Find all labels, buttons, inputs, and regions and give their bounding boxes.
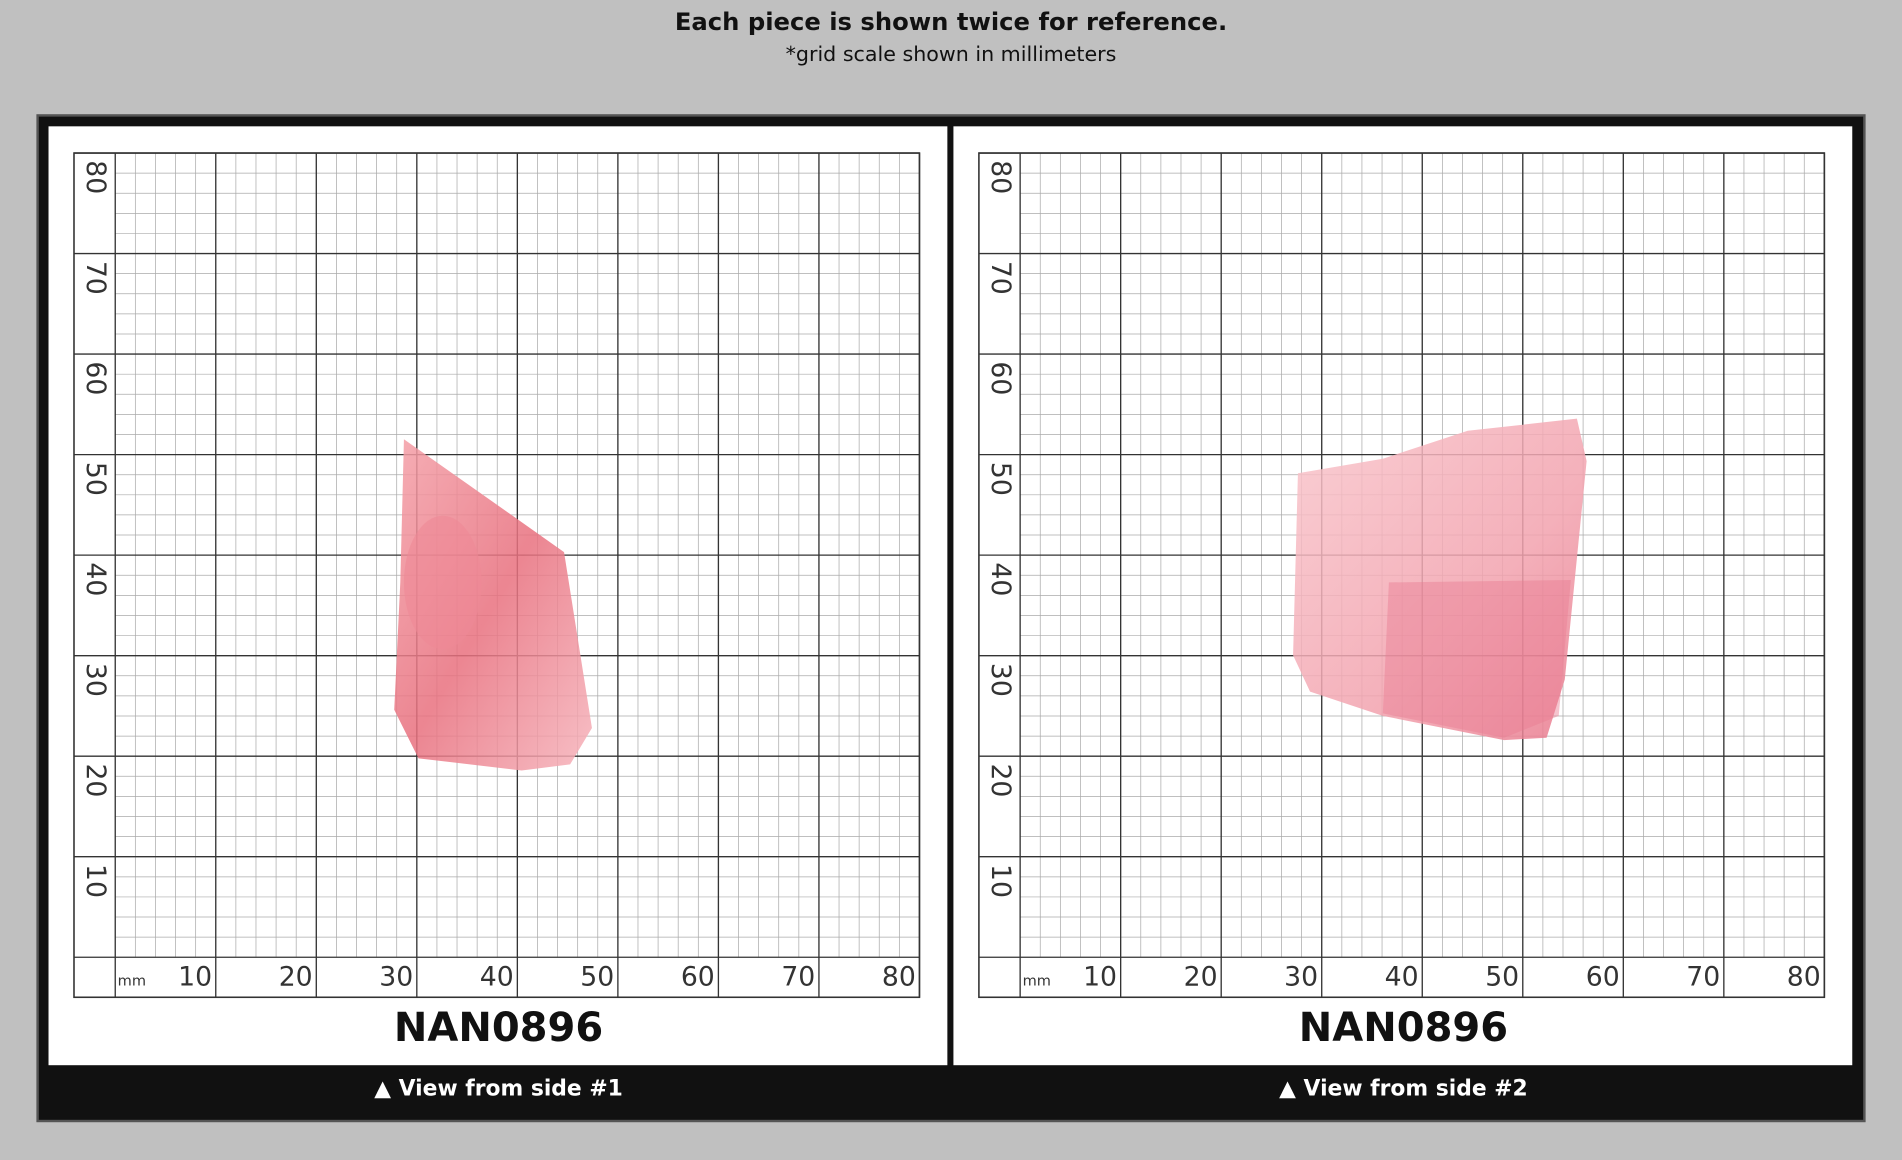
x-scale-label: 10: [1083, 961, 1117, 992]
unit-label: mm: [1023, 973, 1051, 990]
y-scale-label: 60: [985, 361, 1016, 395]
piece-id: NAN0896: [1299, 1005, 1508, 1051]
x-scale-label: 40: [480, 961, 514, 992]
y-scale-label: 10: [80, 864, 111, 898]
gem: [1293, 418, 1587, 741]
y-scale-label: 70: [985, 261, 1016, 295]
x-scale-label: 70: [781, 961, 815, 992]
x-scale-label: 60: [681, 961, 715, 992]
x-scale-label: 50: [580, 961, 614, 992]
x-scale-label: 60: [1586, 961, 1620, 992]
y-scale-label: 80: [80, 160, 111, 194]
y-scale-label: 80: [985, 160, 1016, 194]
x-scale-label: 30: [379, 961, 413, 992]
y-scale-label: 50: [80, 462, 111, 496]
x-scale-label: 70: [1686, 961, 1720, 992]
x-scale-label: 10: [178, 961, 212, 992]
y-scale-label: 30: [985, 663, 1016, 697]
grid-border: [978, 152, 1826, 999]
title: Each piece is shown twice for reference.: [675, 7, 1227, 36]
x-scale-label: 80: [882, 961, 916, 992]
caption: ▲ View from side #1: [374, 1076, 623, 1101]
y-scale-label: 40: [985, 562, 1016, 596]
unit-label: mm: [118, 973, 146, 990]
y-scale-label: 50: [985, 462, 1016, 496]
x-scale-label: 40: [1385, 961, 1419, 992]
gem-side-1: [394, 439, 592, 771]
x-scale-label: 50: [1485, 961, 1519, 992]
x-scale-label: 30: [1284, 961, 1318, 992]
gem-facet: [403, 515, 482, 650]
gem-side-2: [1293, 418, 1587, 741]
y-scale-label: 60: [80, 361, 111, 395]
grid-border: [73, 152, 921, 999]
caption: ▲ View from side #2: [1279, 1076, 1528, 1101]
x-scale-label: 80: [1787, 961, 1821, 992]
subtitle: *grid scale shown in millimeters: [786, 42, 1117, 66]
y-scale-label: 20: [985, 763, 1016, 797]
gem-facet: [1382, 580, 1571, 738]
y-scale-label: 40: [80, 562, 111, 596]
y-scale-label: 10: [985, 864, 1016, 898]
y-scale-label: 20: [80, 763, 111, 797]
x-scale-label: 20: [1184, 961, 1218, 992]
y-scale-label: 70: [80, 261, 111, 295]
y-scale-label: 30: [80, 663, 111, 697]
piece-id: NAN0896: [394, 1005, 603, 1051]
x-scale-label: 20: [279, 961, 313, 992]
